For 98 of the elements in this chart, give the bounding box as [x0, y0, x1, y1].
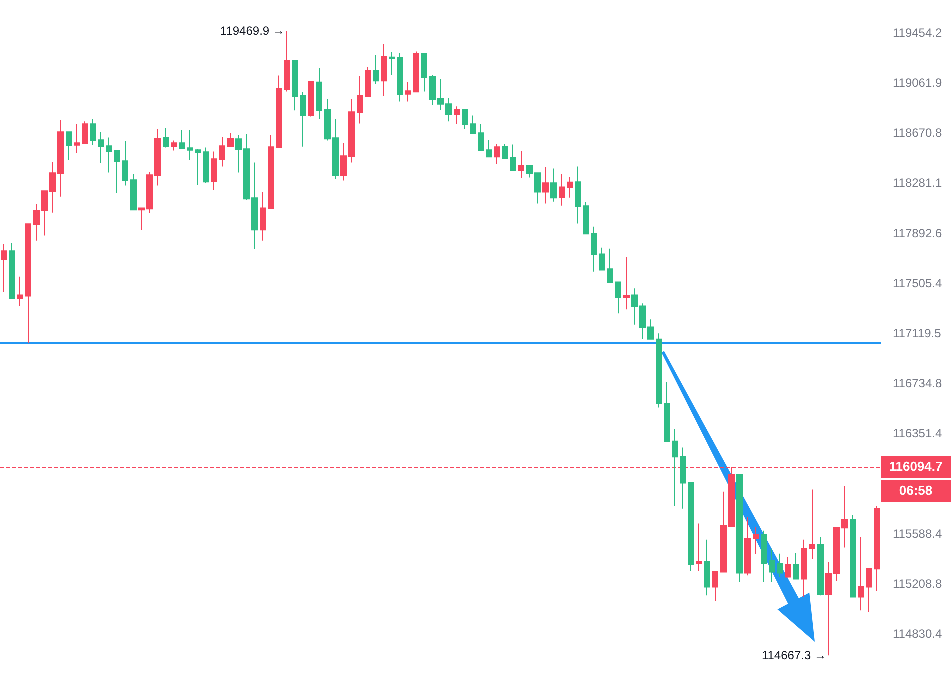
candlestick: [82, 121, 88, 144]
candlestick: [90, 118, 96, 146]
candlestick: [98, 132, 104, 164]
annotation: 119469.9 →: [220, 24, 285, 38]
candlestick: [777, 553, 783, 578]
candlestick: [704, 539, 710, 596]
candlestick: [163, 128, 169, 148]
candlestick: [219, 136, 225, 168]
candlestick: [761, 530, 767, 583]
candlestick: [114, 150, 120, 194]
candlestick: [195, 148, 201, 186]
candlestick: [809, 489, 815, 560]
candlestick: [421, 53, 427, 92]
candlestick: [284, 30, 290, 92]
candlestick: [187, 130, 193, 161]
y-tick-label: 118670.8: [893, 126, 942, 140]
candlestick: [583, 202, 589, 235]
y-tick-label: 118281.1: [893, 176, 942, 190]
candlestick: [712, 571, 718, 602]
candlestick: [9, 243, 15, 300]
y-tick-label: 117119.5: [893, 326, 942, 340]
candlestick: [615, 282, 621, 314]
candlestick: [858, 536, 864, 612]
candlestick: [542, 166, 549, 204]
candlestick: [66, 132, 72, 161]
candlestick: [122, 140, 128, 186]
candlestick: [494, 144, 500, 165]
candlestick: [365, 66, 371, 98]
candlestick: [486, 140, 492, 158]
candlestick: [316, 68, 322, 120]
candlestick: [793, 552, 799, 580]
y-tick-label: 119454.2: [893, 26, 942, 40]
candlestick: [744, 516, 751, 576]
candlestick: [850, 515, 856, 598]
candlestick: [680, 447, 686, 510]
candlestick: [591, 226, 597, 272]
candlestick: [171, 140, 177, 152]
candlestick: [559, 174, 565, 206]
candlestick: [211, 151, 217, 191]
candlestick: [567, 176, 573, 198]
candlestick: [179, 130, 185, 150]
candlestick: [1, 244, 7, 292]
candlestick: [866, 568, 872, 613]
candlestick: [688, 482, 694, 572]
candlestick: [672, 428, 678, 507]
candlestick: [260, 192, 266, 242]
candlestick: [470, 115, 476, 135]
candlestick: [736, 474, 743, 583]
candlestick: [17, 276, 23, 306]
candlestick: [656, 333, 662, 408]
candlestick: [292, 60, 298, 112]
candlestick: [817, 536, 824, 596]
candlestick: [510, 144, 516, 172]
candlestick: [696, 523, 702, 572]
candlestick: [106, 137, 112, 174]
candlestick: [599, 247, 605, 271]
candlestick: [373, 54, 379, 85]
candlestick: [478, 124, 484, 152]
candlestick: [575, 166, 581, 224]
y-tick-label: 114830.4: [893, 626, 942, 641]
candlestick: [300, 92, 306, 148]
candlestick: [664, 382, 670, 443]
candlestick: [74, 124, 80, 154]
candlestick: [785, 556, 791, 578]
candlestick: [623, 256, 630, 310]
candlestick: [130, 174, 137, 211]
candlestick: [462, 108, 468, 130]
candlestick: [203, 147, 209, 184]
candlestick: [381, 44, 387, 97]
candlestick: [413, 51, 419, 93]
text: 06:58: [881, 480, 951, 502]
y-tick-label: 116734.8: [893, 376, 942, 391]
y-tick-label: 119061.9: [893, 76, 942, 90]
candlestick: [308, 80, 314, 118]
candlestick: [454, 106, 460, 125]
candlestick: [874, 506, 880, 592]
candlestick: [753, 526, 759, 556]
candlestick: [801, 539, 807, 598]
candlestick: [397, 52, 403, 102]
candlestick: [502, 144, 508, 160]
candlestick: [357, 76, 363, 124]
candlestick: [769, 548, 775, 583]
candlestick: [607, 248, 613, 284]
candlestick: [25, 224, 31, 344]
candlestick: [276, 75, 282, 148]
y-tick-label: 116351.4: [893, 426, 942, 441]
y-tick-label: 115208.8: [893, 576, 942, 591]
candlestick: [227, 132, 234, 148]
candlestick: [268, 134, 274, 210]
y-tick-label: 117505.4: [893, 276, 942, 290]
y-tick-label: 117892.6: [893, 226, 942, 240]
candlestick: [389, 52, 395, 76]
candlestick: [550, 168, 557, 202]
candlestick: [405, 82, 411, 102]
annotation: 114667.3 →: [762, 648, 826, 663]
ref-line-label: 116094.7: [881, 456, 951, 478]
candlestick: [518, 150, 524, 179]
y-tick-label: 115588.4: [893, 526, 942, 541]
